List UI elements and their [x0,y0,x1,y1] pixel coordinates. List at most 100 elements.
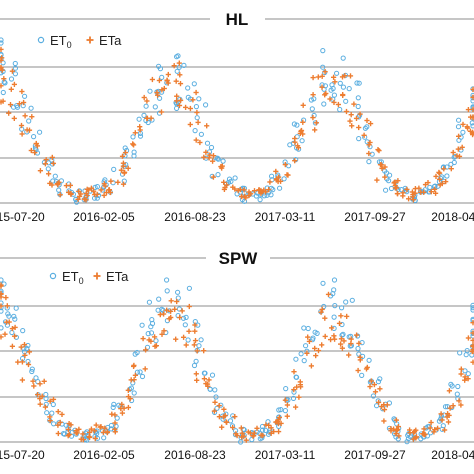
et0-point [139,373,146,380]
et0-point [301,358,307,364]
eta-point [395,191,401,197]
et0-point [454,391,460,397]
et0-point [145,331,151,337]
et0-point [355,95,361,101]
eta-point [349,123,355,129]
eta-point [432,186,438,192]
et0-point [269,173,275,179]
eta-point [88,426,94,432]
eta-point [295,145,301,151]
eta-point [241,433,247,439]
et0-point [470,305,474,311]
eta-point [346,352,352,358]
eta-point [74,430,80,436]
eta-point [312,127,318,133]
et0-point [29,366,35,372]
eta-point [274,419,281,425]
eta-point [343,108,350,115]
et0-point [20,328,26,334]
eta-point [81,196,87,202]
et0-point [110,404,116,410]
eta-point [97,424,103,430]
et0-point [441,412,447,418]
eta-point [293,404,299,410]
eta-point [340,92,346,98]
et0-point [376,159,382,165]
eta-point [212,399,218,405]
eta-point [87,429,93,435]
eta-point [260,432,266,439]
et0-point [147,88,153,94]
eta-point [313,120,319,126]
et0-point [128,385,134,391]
eta-point [239,430,245,436]
et0-point [293,356,299,362]
eta-point [22,113,28,119]
et0-point [276,407,282,413]
eta-point [428,189,434,195]
eta-point [187,105,193,112]
eta-point [325,291,332,297]
x-ticks-hl: 2015-07-20 2016-02-05 2016-08-23 2017-03… [0,210,474,224]
et0-point [113,423,119,429]
et0-point [0,89,6,96]
eta-point [284,413,290,419]
et0-point [43,395,49,402]
eta-point [221,414,227,420]
et0-point [108,422,115,429]
eta-point [374,177,380,183]
eta-point [131,362,137,368]
et0-point [208,144,215,151]
et0-point [156,63,162,69]
eta-point [329,325,335,331]
eta-point [183,342,189,348]
eta-point [382,174,388,180]
et0-point [196,343,202,349]
eta-point [361,132,367,138]
eta-point [322,69,328,75]
eta-point [156,77,162,84]
eta-point [268,425,274,431]
eta-point [55,422,61,428]
eta-point [348,112,354,118]
eta-point [191,342,197,348]
eta-point [125,387,131,393]
eta-point [444,414,450,420]
eta-point [197,139,203,146]
et0-point [182,322,188,328]
et0-point [331,277,338,283]
eta-point [195,119,201,125]
eta-point [412,186,418,192]
eta-point [47,414,53,420]
et0-point [329,82,335,88]
eta-point [149,76,155,83]
et0-point [215,156,221,162]
eta-point [7,102,14,108]
eta-point [458,366,464,372]
eta-point [232,414,238,420]
et0-point [355,103,361,110]
eta-point [441,166,447,172]
eta-point [356,340,362,346]
eta-point [394,426,401,433]
et0-point [0,325,4,331]
eta-point [443,179,449,185]
et0-point [356,80,362,86]
eta-point [410,192,416,198]
eta-point [456,133,462,139]
eta-point [285,172,291,178]
eta-point [413,435,419,441]
et0-point [29,368,35,375]
et0-point [132,351,138,357]
eta-point [446,388,452,394]
et0-point [320,48,326,54]
et0-point [164,277,170,283]
eta-point [465,335,471,341]
eta-point [76,426,82,432]
et0-point [45,166,51,172]
et0-point [463,352,469,358]
et0-point [111,166,117,172]
et0-point [181,62,187,69]
eta-point [0,67,5,73]
eta-point [271,429,277,435]
